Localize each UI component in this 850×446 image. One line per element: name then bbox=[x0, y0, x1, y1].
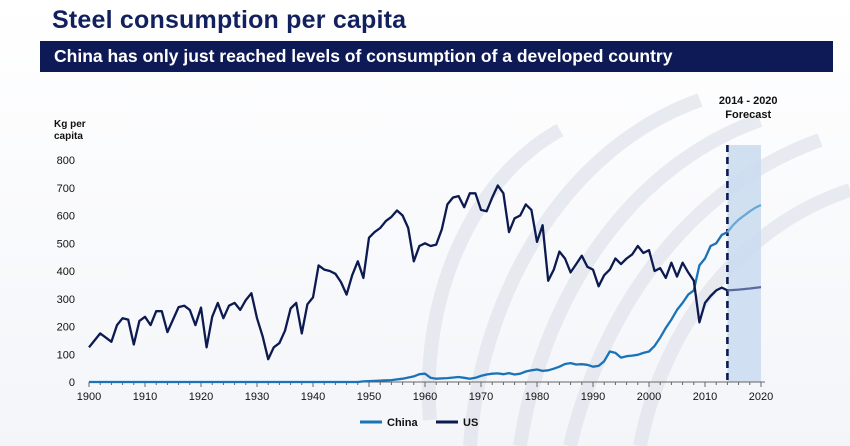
x-tick-label: 1950 bbox=[357, 391, 381, 403]
forecast-label-text: Forecast bbox=[725, 109, 771, 121]
y-tick-label: 0 bbox=[69, 377, 75, 389]
y-tick-label: 700 bbox=[57, 183, 75, 195]
y-tick-label: 800 bbox=[57, 155, 75, 167]
y-axis-unit-line-1: Kg per bbox=[54, 119, 86, 130]
x-tick-label: 1960 bbox=[413, 391, 437, 403]
x-tick-label: 1940 bbox=[301, 391, 325, 403]
legend: China US bbox=[360, 417, 478, 429]
series-line-china bbox=[89, 231, 728, 384]
page-title: Steel consumption per capita bbox=[52, 6, 407, 34]
subtitle-banner: China has only just reached levels of co… bbox=[40, 41, 833, 72]
y-tick-label: 200 bbox=[57, 322, 75, 334]
y-axis: Kg per capita 0 100 200 300 400 500 600 700 800 bbox=[54, 119, 86, 389]
x-tick-label: 1980 bbox=[525, 391, 549, 403]
forecast-label-years: 2014 - 2020 bbox=[719, 95, 778, 107]
x-tick-label: 1990 bbox=[581, 391, 605, 403]
x-axis: 1900 1910 1920 1930 1940 1950 1960 1970 1980 1990… bbox=[77, 381, 773, 403]
series-lines bbox=[88, 184, 762, 384]
legend-label-china: China bbox=[387, 417, 418, 429]
x-tick-label: 1970 bbox=[469, 391, 493, 403]
subtitle-text: China has only just reached levels of co… bbox=[54, 46, 673, 66]
y-tick-label: 500 bbox=[57, 238, 75, 250]
series-forecast-line-china bbox=[726, 203, 762, 233]
x-tick-label: 1910 bbox=[133, 391, 157, 403]
x-tick-label: 2000 bbox=[637, 391, 661, 403]
y-tick-label: 300 bbox=[57, 294, 75, 306]
x-tick-label: 1930 bbox=[245, 391, 269, 403]
y-tick-label: 100 bbox=[57, 349, 75, 361]
x-tick-label: 1900 bbox=[77, 391, 101, 403]
forecast-region: 2014 - 2020 Forecast bbox=[719, 95, 778, 382]
y-axis-unit-line-2: capita bbox=[54, 131, 83, 142]
y-tick-label: 400 bbox=[57, 266, 75, 278]
forecast-shading bbox=[727, 145, 761, 382]
x-tick-label: 2010 bbox=[693, 391, 717, 403]
x-tick-label: 1920 bbox=[189, 391, 213, 403]
legend-label-us: US bbox=[463, 417, 478, 429]
series-line-us bbox=[88, 184, 728, 361]
series-forecast-line-us bbox=[727, 285, 762, 292]
y-tick-label: 600 bbox=[57, 211, 75, 223]
x-tick-label: 2020 bbox=[749, 391, 773, 403]
